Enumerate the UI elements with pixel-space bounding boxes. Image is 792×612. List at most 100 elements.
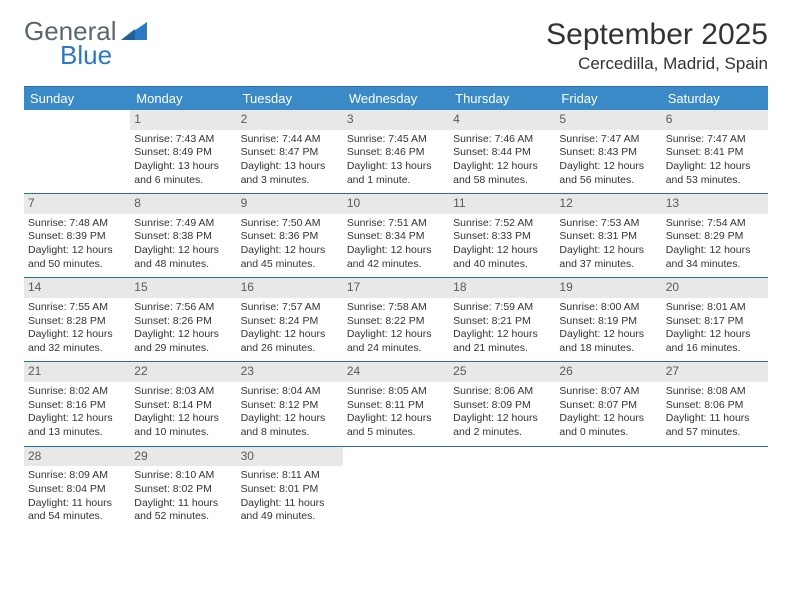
daylight-line: Daylight: 12 hours and 26 minutes. (241, 328, 339, 355)
weekday-header-cell: Monday (130, 87, 236, 110)
logo: General Blue (24, 18, 149, 71)
daylight-line: Daylight: 11 hours and 49 minutes. (241, 497, 339, 524)
weeks-container: 1Sunrise: 7:43 AMSunset: 8:49 PMDaylight… (24, 110, 768, 530)
weekday-header-cell: Friday (555, 87, 661, 110)
sunset-line: Sunset: 8:22 PM (347, 315, 445, 329)
week-row: 28Sunrise: 8:09 AMSunset: 8:04 PMDayligh… (24, 447, 768, 530)
daylight-line: Daylight: 12 hours and 21 minutes. (453, 328, 551, 355)
day-cell: 18Sunrise: 7:59 AMSunset: 8:21 PMDayligh… (449, 278, 555, 361)
sunrise-line: Sunrise: 8:03 AM (134, 385, 232, 399)
sunset-line: Sunset: 8:29 PM (666, 230, 764, 244)
daylight-line: Daylight: 12 hours and 40 minutes. (453, 244, 551, 271)
daylight-line: Daylight: 12 hours and 8 minutes. (241, 412, 339, 439)
daylight-line: Daylight: 12 hours and 24 minutes. (347, 328, 445, 355)
day-cell: 30Sunrise: 8:11 AMSunset: 8:01 PMDayligh… (237, 447, 343, 530)
daylight-line: Daylight: 12 hours and 50 minutes. (28, 244, 126, 271)
sunset-line: Sunset: 8:02 PM (134, 483, 232, 497)
sunset-line: Sunset: 8:41 PM (666, 146, 764, 160)
weekday-header: SundayMondayTuesdayWednesdayThursdayFrid… (24, 87, 768, 110)
day-number: 20 (662, 278, 768, 298)
day-number: 22 (130, 362, 236, 382)
sunset-line: Sunset: 8:21 PM (453, 315, 551, 329)
day-cell: 23Sunrise: 8:04 AMSunset: 8:12 PMDayligh… (237, 362, 343, 445)
day-number: 4 (449, 110, 555, 130)
sunrise-line: Sunrise: 7:44 AM (241, 133, 339, 147)
sunset-line: Sunset: 8:34 PM (347, 230, 445, 244)
day-number: 6 (662, 110, 768, 130)
day-cell: 9Sunrise: 7:50 AMSunset: 8:36 PMDaylight… (237, 194, 343, 277)
daylight-line: Daylight: 11 hours and 54 minutes. (28, 497, 126, 524)
title-block: September 2025 Cercedilla, Madrid, Spain (546, 18, 768, 74)
sunset-line: Sunset: 8:43 PM (559, 146, 657, 160)
day-cell: 5Sunrise: 7:47 AMSunset: 8:43 PMDaylight… (555, 110, 661, 193)
day-number: 8 (130, 194, 236, 214)
sunset-line: Sunset: 8:16 PM (28, 399, 126, 413)
day-cell (343, 447, 449, 530)
day-cell: 25Sunrise: 8:06 AMSunset: 8:09 PMDayligh… (449, 362, 555, 445)
daylight-line: Daylight: 11 hours and 52 minutes. (134, 497, 232, 524)
day-number: 14 (24, 278, 130, 298)
day-number: 24 (343, 362, 449, 382)
logo-triangle-icon (121, 18, 147, 44)
day-number (24, 110, 130, 130)
day-number: 23 (237, 362, 343, 382)
sunrise-line: Sunrise: 8:11 AM (241, 469, 339, 483)
daylight-line: Daylight: 11 hours and 57 minutes. (666, 412, 764, 439)
day-number (343, 447, 449, 467)
day-cell: 2Sunrise: 7:44 AMSunset: 8:47 PMDaylight… (237, 110, 343, 193)
sunset-line: Sunset: 8:17 PM (666, 315, 764, 329)
weekday-header-cell: Wednesday (343, 87, 449, 110)
sunrise-line: Sunrise: 7:51 AM (347, 217, 445, 231)
month-title: September 2025 (546, 18, 768, 52)
sunrise-line: Sunrise: 7:43 AM (134, 133, 232, 147)
week-row: 1Sunrise: 7:43 AMSunset: 8:49 PMDaylight… (24, 110, 768, 194)
daylight-line: Daylight: 12 hours and 53 minutes. (666, 160, 764, 187)
daylight-line: Daylight: 12 hours and 37 minutes. (559, 244, 657, 271)
sunrise-line: Sunrise: 8:05 AM (347, 385, 445, 399)
sunrise-line: Sunrise: 7:58 AM (347, 301, 445, 315)
day-number: 11 (449, 194, 555, 214)
day-number (555, 447, 661, 467)
day-cell: 22Sunrise: 8:03 AMSunset: 8:14 PMDayligh… (130, 362, 236, 445)
sunrise-line: Sunrise: 7:54 AM (666, 217, 764, 231)
weekday-header-cell: Tuesday (237, 87, 343, 110)
sunrise-line: Sunrise: 7:48 AM (28, 217, 126, 231)
sunset-line: Sunset: 8:04 PM (28, 483, 126, 497)
daylight-line: Daylight: 12 hours and 32 minutes. (28, 328, 126, 355)
sunset-line: Sunset: 8:26 PM (134, 315, 232, 329)
sunset-line: Sunset: 8:09 PM (453, 399, 551, 413)
sunset-line: Sunset: 8:44 PM (453, 146, 551, 160)
sunrise-line: Sunrise: 8:06 AM (453, 385, 551, 399)
daylight-line: Daylight: 12 hours and 34 minutes. (666, 244, 764, 271)
daylight-line: Daylight: 12 hours and 29 minutes. (134, 328, 232, 355)
sunrise-line: Sunrise: 8:10 AM (134, 469, 232, 483)
day-cell (662, 447, 768, 530)
sunrise-line: Sunrise: 7:50 AM (241, 217, 339, 231)
day-cell (24, 110, 130, 193)
sunset-line: Sunset: 8:06 PM (666, 399, 764, 413)
day-cell: 26Sunrise: 8:07 AMSunset: 8:07 PMDayligh… (555, 362, 661, 445)
day-number: 30 (237, 447, 343, 467)
sunrise-line: Sunrise: 8:04 AM (241, 385, 339, 399)
day-cell: 19Sunrise: 8:00 AMSunset: 8:19 PMDayligh… (555, 278, 661, 361)
day-cell: 4Sunrise: 7:46 AMSunset: 8:44 PMDaylight… (449, 110, 555, 193)
sunrise-line: Sunrise: 7:55 AM (28, 301, 126, 315)
sunset-line: Sunset: 8:33 PM (453, 230, 551, 244)
day-number: 28 (24, 447, 130, 467)
day-cell: 17Sunrise: 7:58 AMSunset: 8:22 PMDayligh… (343, 278, 449, 361)
sunrise-line: Sunrise: 7:57 AM (241, 301, 339, 315)
day-cell: 28Sunrise: 8:09 AMSunset: 8:04 PMDayligh… (24, 447, 130, 530)
sunset-line: Sunset: 8:46 PM (347, 146, 445, 160)
day-number: 7 (24, 194, 130, 214)
day-number: 1 (130, 110, 236, 130)
day-cell: 6Sunrise: 7:47 AMSunset: 8:41 PMDaylight… (662, 110, 768, 193)
day-cell: 20Sunrise: 8:01 AMSunset: 8:17 PMDayligh… (662, 278, 768, 361)
sunrise-line: Sunrise: 7:59 AM (453, 301, 551, 315)
sunset-line: Sunset: 8:47 PM (241, 146, 339, 160)
day-cell: 11 Sunrise: 7:52 AMSunset: 8:33 PMDayligh… (449, 194, 555, 277)
daylight-line: Daylight: 12 hours and 5 minutes. (347, 412, 445, 439)
sunrise-line: Sunrise: 7:52 AM (453, 217, 551, 231)
day-number (449, 447, 555, 467)
sunset-line: Sunset: 8:36 PM (241, 230, 339, 244)
day-cell: 13Sunrise: 7:54 AMSunset: 8:29 PMDayligh… (662, 194, 768, 277)
